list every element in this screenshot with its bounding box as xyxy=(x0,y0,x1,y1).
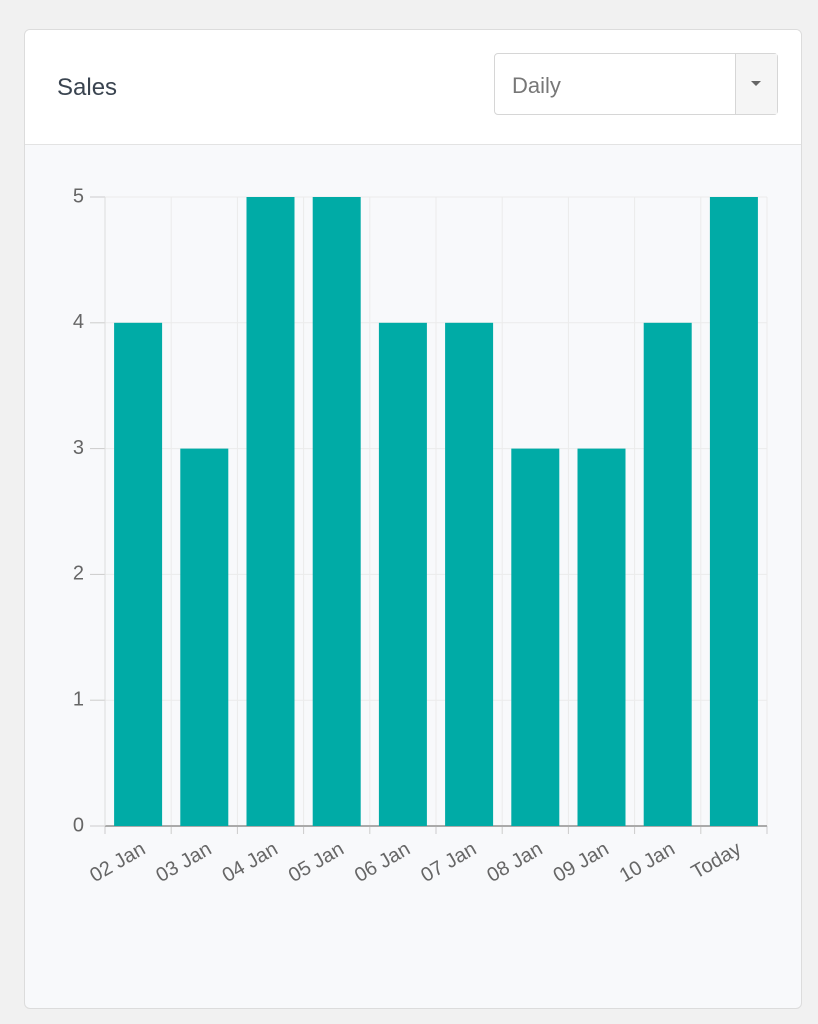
bar xyxy=(445,322,494,826)
y-tick-label: 4 xyxy=(73,311,84,333)
bar xyxy=(246,197,295,826)
bar xyxy=(643,322,692,826)
x-tick-label: 04 Jan xyxy=(219,838,282,887)
y-tick-label: 3 xyxy=(73,437,84,459)
card-header: Sales Daily xyxy=(25,30,801,145)
x-tick-label: 02 Jan xyxy=(86,838,149,887)
x-tick-label: 05 Jan xyxy=(285,838,348,887)
bar xyxy=(180,448,229,826)
x-tick-label: 07 Jan xyxy=(417,838,480,887)
select-value: Daily xyxy=(512,73,561,98)
period-select[interactable]: Daily xyxy=(494,53,778,115)
select-button[interactable] xyxy=(735,54,777,114)
x-tick-label: 10 Jan xyxy=(616,838,679,887)
x-tick-label: Today xyxy=(688,838,745,884)
card-title: Sales xyxy=(57,74,118,101)
bar xyxy=(511,448,560,826)
bar xyxy=(378,322,427,826)
x-tick-label: 03 Jan xyxy=(152,838,215,887)
y-tick-label: 1 xyxy=(73,688,84,710)
x-tick-label: 06 Jan xyxy=(351,838,414,887)
x-tick-label: 09 Jan xyxy=(550,838,613,887)
caret xyxy=(751,81,761,86)
y-tick-label: 0 xyxy=(73,814,84,836)
y-tick-label: 2 xyxy=(73,563,84,585)
bar xyxy=(709,197,758,826)
bar xyxy=(312,197,361,826)
bar xyxy=(577,448,626,826)
bar xyxy=(114,322,163,826)
y-tick-label: 5 xyxy=(73,185,84,207)
x-tick-label: 08 Jan xyxy=(483,838,546,887)
